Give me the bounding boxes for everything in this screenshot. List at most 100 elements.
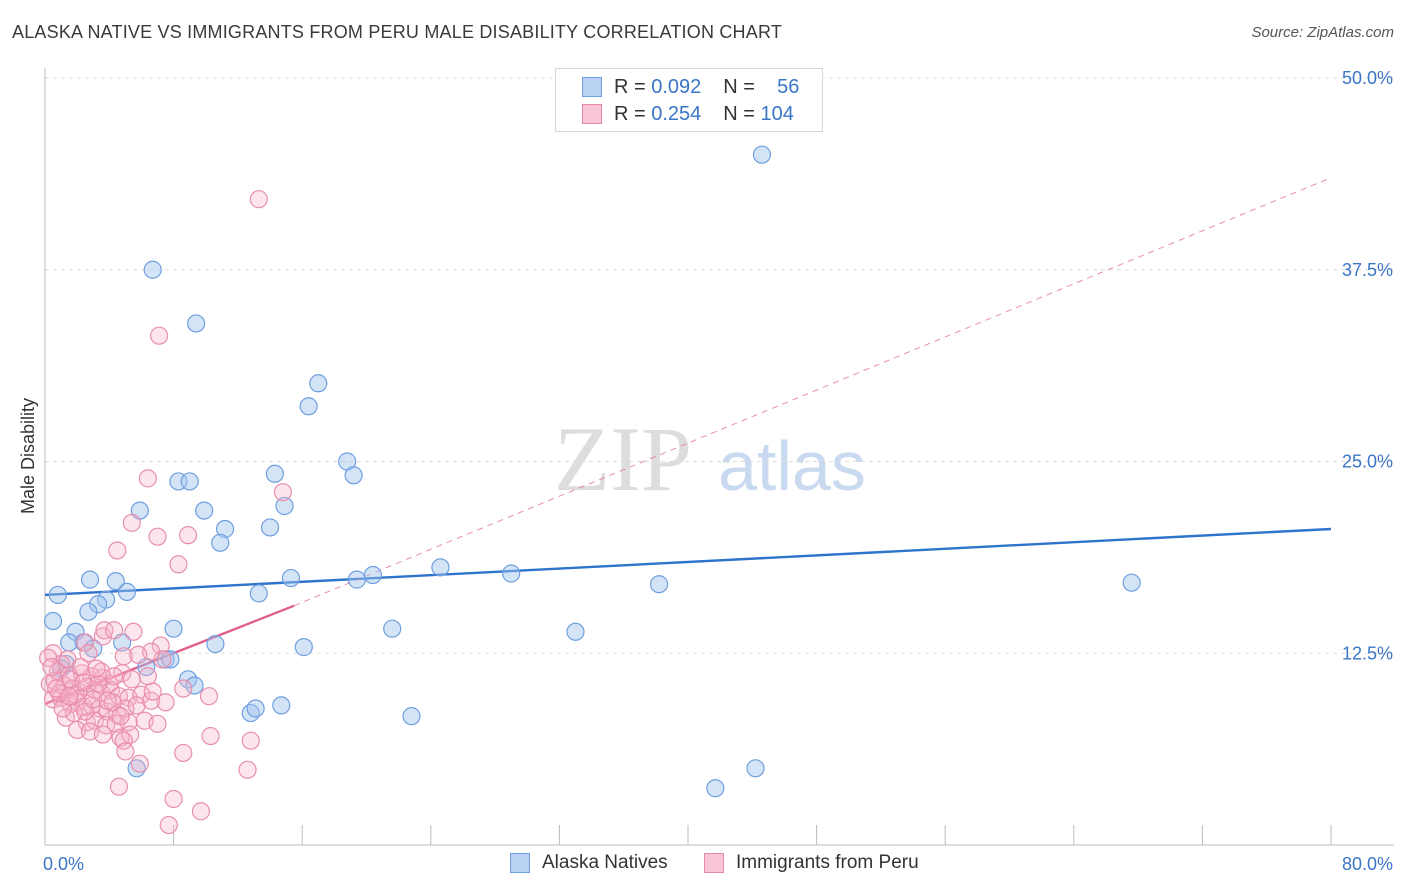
point-peru xyxy=(76,633,95,652)
point-peru xyxy=(105,621,124,640)
source-label: Source: ZipAtlas.com xyxy=(1251,24,1394,41)
legend-n-peru: 104 xyxy=(760,102,794,125)
point-peru xyxy=(138,469,157,488)
point-peru xyxy=(109,777,129,796)
point-alaska xyxy=(566,622,585,641)
watermark-zip: ZIP xyxy=(554,408,692,510)
point-peru xyxy=(199,687,219,706)
point-peru xyxy=(164,789,183,809)
point-peru xyxy=(85,711,104,730)
legend-swatch-peru xyxy=(582,104,602,124)
point-peru xyxy=(138,667,157,686)
point-peru xyxy=(169,555,188,574)
point-peru xyxy=(151,636,170,655)
point-peru xyxy=(87,659,106,678)
point-peru xyxy=(114,647,133,666)
series-legend: Alaska Natives Immigrants from Peru xyxy=(0,852,1406,878)
point-peru xyxy=(129,645,148,664)
point-peru xyxy=(130,754,149,773)
point-alaska xyxy=(402,707,421,726)
point-peru xyxy=(148,714,167,733)
legend-r-label: R = xyxy=(614,75,646,98)
legend-n-label: N = xyxy=(723,75,755,98)
point-peru xyxy=(156,693,175,712)
point-alaska xyxy=(106,572,125,591)
point-peru xyxy=(191,802,211,821)
point-alaska xyxy=(275,496,294,516)
series-legend-alaska[interactable]: Alaska Natives xyxy=(510,852,668,874)
point-peru xyxy=(174,743,193,763)
point-alaska xyxy=(211,533,230,552)
point-alaska xyxy=(80,570,100,589)
legend-r-alaska: 0.092 xyxy=(651,75,702,98)
point-peru xyxy=(273,483,293,502)
watermark-atlas: atlas xyxy=(718,427,866,505)
point-peru xyxy=(201,726,220,746)
point-alaska xyxy=(215,519,235,539)
point-alaska xyxy=(272,696,291,715)
point-peru xyxy=(105,667,124,686)
point-alaska xyxy=(265,464,284,483)
trendline-peru-projected xyxy=(293,177,1332,607)
point-alaska xyxy=(299,397,318,416)
y-tick-label: 37.5% xyxy=(1342,260,1393,280)
point-peru xyxy=(71,657,90,677)
point-peru xyxy=(93,725,112,744)
point-alaska xyxy=(706,779,725,798)
point-alaska xyxy=(363,565,383,585)
point-alaska xyxy=(294,638,313,657)
series-swatch-alaska xyxy=(510,853,530,873)
point-alaska xyxy=(246,699,265,718)
point-peru xyxy=(127,696,146,715)
point-peru xyxy=(79,644,98,663)
legend-swatch-alaska xyxy=(582,77,602,97)
legend-r-label: R = xyxy=(614,102,646,125)
y-tick-label: 50.0% xyxy=(1342,68,1393,88)
point-alaska xyxy=(344,466,363,485)
point-alaska xyxy=(88,595,108,614)
legend-n-alaska: 56 xyxy=(777,75,800,98)
point-peru xyxy=(42,657,61,677)
y-tick-label: 12.5% xyxy=(1342,643,1393,663)
point-peru xyxy=(124,622,143,641)
point-alaska xyxy=(746,759,765,778)
point-peru xyxy=(116,742,135,761)
point-alaska xyxy=(79,602,98,621)
point-peru xyxy=(143,682,162,701)
point-alaska xyxy=(164,619,183,638)
chart-title: ALASKA NATIVE VS IMMIGRANTS FROM PERU MA… xyxy=(12,22,783,42)
point-alaska xyxy=(249,584,268,603)
watermark: ZIP atlas xyxy=(554,408,866,510)
point-peru xyxy=(122,513,141,532)
point-peru xyxy=(132,685,151,704)
series-swatch-peru xyxy=(704,853,724,873)
point-peru xyxy=(95,621,114,640)
correlation-legend: R = 0.092 N = 56 R = 0.254 N = 104 xyxy=(555,68,823,132)
y-axis-label: Male Disability xyxy=(18,398,38,514)
point-peru xyxy=(249,190,268,209)
point-peru xyxy=(159,815,178,835)
x-tick-label: 0.0% xyxy=(43,854,84,874)
legend-n-label: N = xyxy=(723,102,755,125)
point-alaska xyxy=(1122,573,1141,592)
legend-r-peru: 0.254 xyxy=(651,102,702,125)
point-alaska xyxy=(309,374,328,393)
point-alaska xyxy=(117,582,137,601)
x-tick-label: 80.0% xyxy=(1342,854,1393,874)
point-peru xyxy=(241,731,260,750)
series-label-peru: Immigrants from Peru xyxy=(736,852,919,873)
point-peru xyxy=(174,679,193,698)
point-alaska xyxy=(383,619,402,638)
trendline-alaska xyxy=(44,527,1332,597)
series-legend-peru[interactable]: Immigrants from Peru xyxy=(704,852,919,874)
point-alaska xyxy=(195,501,214,520)
point-alaska xyxy=(502,564,521,583)
point-peru xyxy=(150,326,169,345)
y-tick-label: 25.0% xyxy=(1342,452,1393,472)
legend-row-alaska: R = 0.092 N = 56 xyxy=(582,75,799,99)
point-alaska xyxy=(347,570,366,589)
point-peru xyxy=(84,690,103,709)
point-alaska xyxy=(143,260,162,279)
point-peru xyxy=(74,673,93,692)
